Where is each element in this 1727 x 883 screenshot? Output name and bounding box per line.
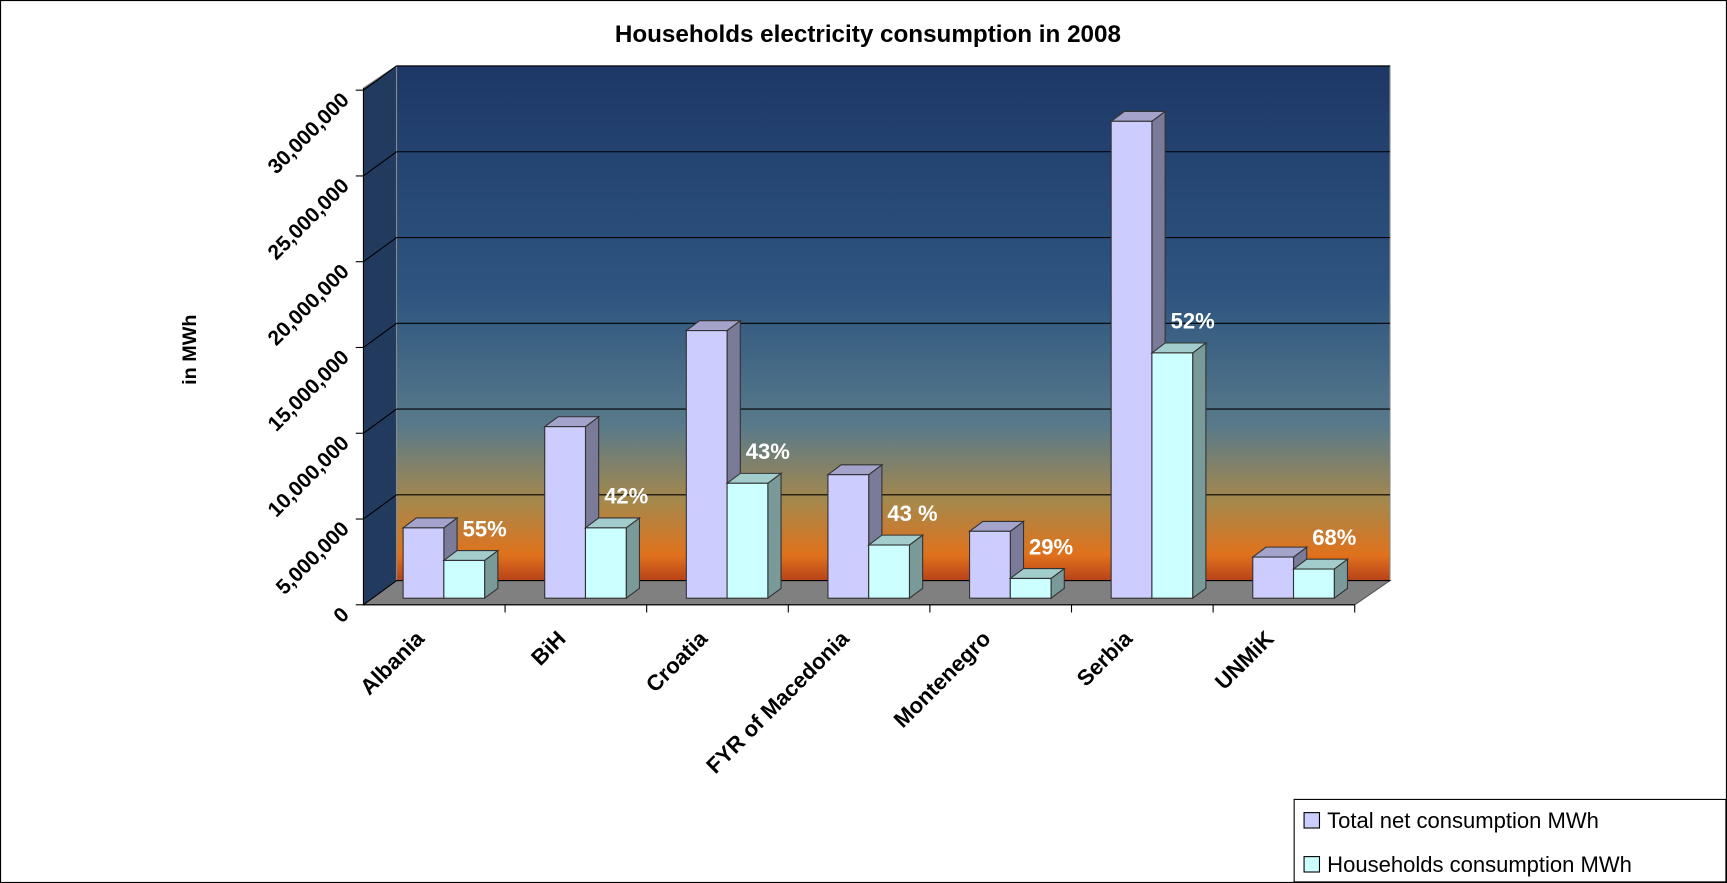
bar bbox=[584, 527, 627, 599]
bar-side bbox=[1192, 341, 1207, 600]
grid-line bbox=[363, 494, 397, 520]
bar-side bbox=[908, 534, 924, 600]
grid-line bbox=[363, 580, 397, 606]
grid-line bbox=[363, 237, 397, 263]
percent-label: 42% bbox=[604, 484, 648, 509]
percent-label: 55% bbox=[463, 516, 507, 541]
bar bbox=[868, 544, 910, 599]
bar-side bbox=[767, 472, 782, 600]
percent-label: 52% bbox=[1171, 309, 1215, 334]
bar bbox=[968, 530, 1011, 599]
bar bbox=[827, 474, 870, 599]
grid-line bbox=[363, 408, 397, 434]
bar bbox=[726, 482, 769, 599]
percent-label: 29% bbox=[1029, 534, 1073, 559]
legend: Total net consumption MWh Households cons… bbox=[1293, 798, 1727, 883]
percent-label: 43% bbox=[746, 439, 790, 464]
bar bbox=[685, 330, 728, 599]
legend-label: Households consumption MWh bbox=[1327, 852, 1632, 877]
y-axis-title: in MWh bbox=[179, 315, 201, 385]
chart-title: Households electricity consumption in 20… bbox=[615, 21, 1121, 48]
bar bbox=[443, 559, 486, 599]
bar bbox=[1252, 556, 1295, 599]
bar bbox=[1009, 577, 1052, 599]
bar bbox=[1151, 352, 1194, 599]
bar-side bbox=[625, 516, 640, 600]
legend-swatch bbox=[1303, 856, 1321, 873]
legend-swatch bbox=[1303, 812, 1321, 829]
grid-line bbox=[363, 151, 397, 177]
grid-line bbox=[363, 65, 397, 91]
percent-label: 43 % bbox=[887, 501, 937, 526]
bar bbox=[402, 527, 445, 599]
bar bbox=[1110, 120, 1153, 599]
percent-label: 68% bbox=[1312, 525, 1356, 550]
legend-box bbox=[1293, 798, 1727, 883]
legend-label: Total net consumption MWh bbox=[1327, 808, 1599, 833]
bar bbox=[544, 426, 587, 599]
grid-line bbox=[363, 322, 397, 348]
bar bbox=[1292, 568, 1335, 599]
